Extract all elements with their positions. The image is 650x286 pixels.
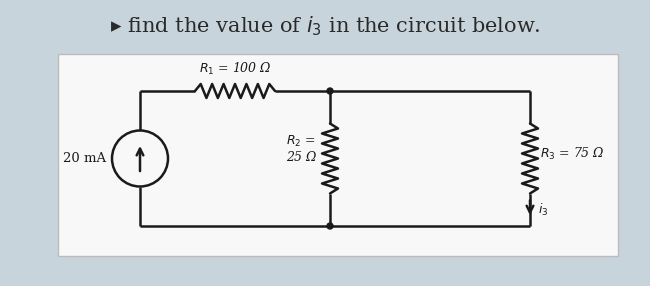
Text: $i_3$: $i_3$	[538, 202, 549, 218]
Circle shape	[327, 223, 333, 229]
Text: $R_2$ =
25 Ω: $R_2$ = 25 Ω	[285, 134, 316, 164]
Circle shape	[327, 88, 333, 94]
Circle shape	[112, 130, 168, 186]
Bar	[58, 54, 618, 256]
Text: $R_1$ = 100 Ω: $R_1$ = 100 Ω	[199, 61, 271, 77]
Text: ▸ find the value of $i_3$ in the circuit below.: ▸ find the value of $i_3$ in the circuit…	[110, 14, 540, 37]
Text: $R_3$ = 75 Ω: $R_3$ = 75 Ω	[540, 146, 604, 162]
Text: 20 mA: 20 mA	[63, 152, 106, 165]
